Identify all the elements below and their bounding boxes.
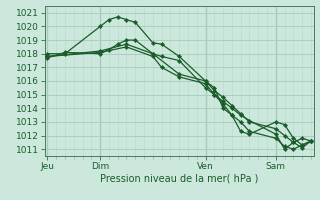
X-axis label: Pression niveau de la mer( hPa ): Pression niveau de la mer( hPa ): [100, 173, 258, 183]
